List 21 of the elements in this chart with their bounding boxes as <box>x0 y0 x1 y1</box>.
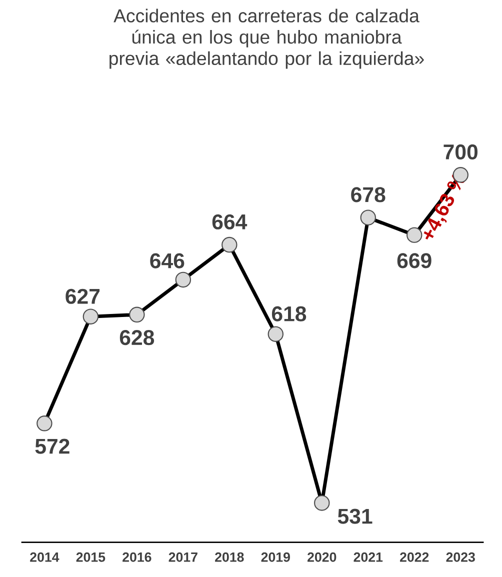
data-label: 664 <box>212 214 247 230</box>
data-label: 700 <box>444 144 478 160</box>
data-label: 646 <box>150 253 184 268</box>
x-tick-label: 2016 <box>122 552 152 562</box>
x-tick-label: 2020 <box>307 552 336 562</box>
data-label: 669 <box>397 253 432 268</box>
x-tick-label: 2019 <box>261 552 290 562</box>
data-label: 531 <box>338 508 372 524</box>
x-tick-label: 2017 <box>168 552 198 562</box>
data-label: 572 <box>35 438 70 454</box>
data-label: 678 <box>350 187 386 202</box>
data-label: 628 <box>120 330 154 346</box>
data-label: 618 <box>272 306 306 322</box>
x-tick-label: 2021 <box>354 552 382 562</box>
x-tick-label: 2023 <box>446 552 475 562</box>
chart-title: Accidentes en carreteras de calzada única en los que hubo maniobra previa «adelantando por la izquierda» <box>109 8 424 69</box>
data-label: 627 <box>65 288 100 304</box>
x-tick-label: 2015 <box>76 552 105 562</box>
x-tick-label: 2018 <box>214 552 244 562</box>
x-tick-label: 2022 <box>400 552 428 562</box>
x-tick-label: 2014 <box>30 552 59 562</box>
